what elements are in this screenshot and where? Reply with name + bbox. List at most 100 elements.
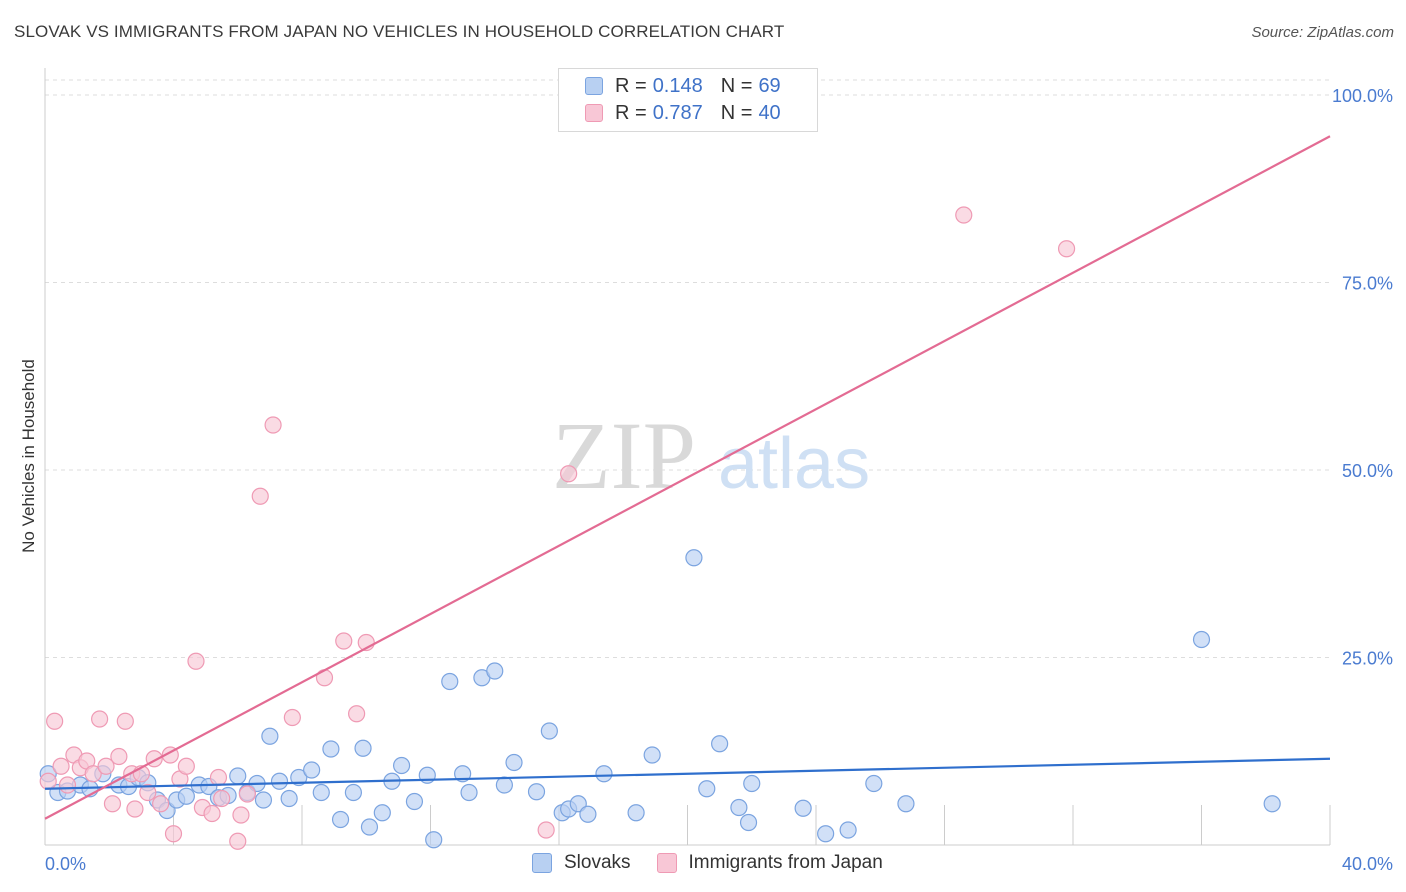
- legend-n-label: N =: [720, 101, 753, 124]
- slovak-point: [794, 799, 812, 817]
- legend-r-label: R =: [615, 74, 647, 97]
- japan-point: [203, 804, 221, 823]
- legend-label-slovaks: Slovaks: [564, 852, 631, 873]
- slovak-point: [270, 772, 289, 790]
- slovak-point: [486, 662, 504, 680]
- slovak-point: [643, 746, 661, 764]
- japan-point: [1057, 240, 1076, 258]
- x-tick-label: 40.0%: [1342, 854, 1393, 874]
- slovak-point: [579, 805, 597, 823]
- slovak-point: [1192, 630, 1211, 649]
- japan-point: [955, 206, 973, 224]
- slovak-point: [392, 756, 411, 775]
- japan-point: [232, 806, 250, 824]
- slovak-point: [527, 783, 546, 801]
- japan-point: [283, 708, 301, 727]
- slovak-point: [817, 825, 835, 843]
- japan-point: [84, 765, 102, 783]
- slovak-point: [441, 672, 459, 691]
- chart-title: SLOVAK VS IMMIGRANTS FROM JAPAN NO VEHIC…: [14, 22, 785, 41]
- slovak-point: [698, 780, 716, 798]
- slovak-point: [495, 776, 513, 794]
- japan-point: [39, 772, 57, 790]
- watermark-atlas: atlas: [718, 424, 870, 504]
- slovak-point: [322, 740, 340, 758]
- legend-n-label: N =: [720, 74, 753, 97]
- slovak-point: [261, 727, 279, 745]
- slovak-point: [331, 810, 350, 829]
- slovak-point: [373, 804, 391, 822]
- slovak-point: [405, 792, 424, 811]
- legend-r-label: R =: [615, 101, 647, 124]
- japan-point: [537, 821, 555, 839]
- slovak-point: [354, 739, 372, 757]
- japan-point: [126, 800, 144, 818]
- japan-point: [52, 757, 70, 775]
- slovak-point: [1263, 795, 1281, 813]
- slovak-legend-swatch: [532, 853, 552, 873]
- series-legend: Slovaks Immigrants from Japan: [532, 852, 909, 874]
- japan-point: [91, 710, 109, 728]
- legend-row-slovak: R = 0.148 N = 69: [585, 73, 781, 99]
- japan-point: [139, 783, 157, 802]
- legend-r-value: 0.787: [652, 101, 703, 124]
- japan-point: [238, 785, 256, 803]
- slovak-point: [711, 735, 729, 753]
- slovak-point: [897, 795, 915, 813]
- slovak-point: [743, 774, 761, 793]
- japan-point: [164, 825, 183, 843]
- watermark-zip: ZIP: [552, 402, 696, 509]
- slovak-swatch: [585, 77, 603, 95]
- slovak-point: [290, 768, 308, 787]
- slovak-point: [460, 783, 478, 802]
- japan-point: [264, 416, 282, 434]
- legend-item-slovaks: Slovaks: [532, 852, 631, 874]
- slovak-point: [177, 787, 195, 805]
- slovak-point: [627, 804, 645, 822]
- slovak-point: [425, 831, 443, 849]
- japan-point: [103, 795, 122, 813]
- slovak-point: [505, 753, 523, 772]
- legend-r-value: 0.148: [652, 74, 703, 97]
- japan-point: [116, 712, 134, 730]
- slovak-point: [303, 761, 321, 779]
- slovak-point: [730, 798, 748, 817]
- japan-points: [39, 206, 1076, 850]
- tick-labels: 25.0% 50.0% 75.0% 100.0% 0.0% 40.0%: [45, 86, 1393, 874]
- y-axis-label: No Vehicles in Household: [19, 359, 38, 553]
- x-tick-label: 0.0%: [45, 854, 86, 874]
- slovak-point: [685, 549, 703, 567]
- legend-n-value: 69: [758, 74, 781, 97]
- japan-point: [187, 652, 205, 670]
- japan-point: [560, 465, 578, 483]
- slovak-point: [280, 789, 298, 808]
- japan-point: [251, 487, 269, 505]
- slovak-point: [865, 774, 883, 793]
- slovak-trend-line: [44, 757, 1331, 790]
- correlation-legend: R = 0.148 N = 69 R = 0.787 N = 40: [558, 68, 818, 132]
- japan-point: [348, 705, 366, 723]
- y-tick-label: 25.0%: [1342, 649, 1393, 669]
- legend-n-value: 40: [758, 101, 781, 124]
- japan-point: [209, 768, 228, 787]
- slovak-point: [595, 765, 613, 783]
- slovak-point: [254, 791, 273, 809]
- japan-point: [110, 747, 128, 766]
- japan-point: [58, 776, 77, 794]
- trend-lines: [44, 135, 1331, 820]
- slovak-point: [739, 813, 758, 832]
- japan-point: [213, 789, 231, 808]
- y-tick-label: 75.0%: [1342, 274, 1393, 294]
- grid-lines: [45, 79, 1330, 658]
- japan-point: [229, 832, 247, 850]
- watermark: ZIP atlas: [552, 402, 870, 509]
- slovak-point: [229, 767, 247, 785]
- japan-point: [97, 757, 115, 775]
- y-tick-label: 100.0%: [1332, 86, 1393, 106]
- japan-legend-swatch: [656, 853, 677, 873]
- slovak-point: [454, 765, 472, 783]
- slovak-point: [569, 795, 587, 813]
- japan-trend-line: [44, 135, 1331, 820]
- legend-item-japan: Immigrants from Japan: [656, 852, 883, 874]
